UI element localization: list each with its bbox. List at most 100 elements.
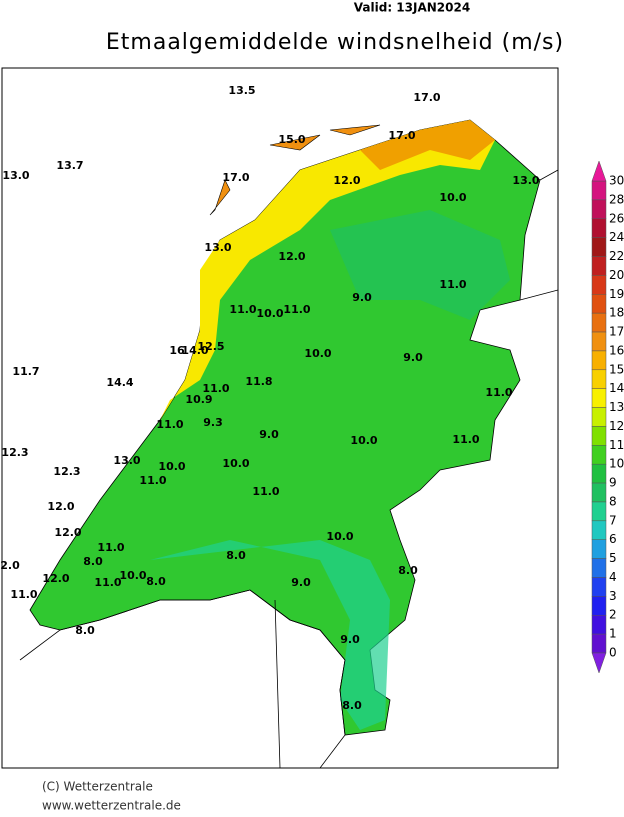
station-value: 14.0 (181, 344, 208, 357)
legend-label: 18 (609, 306, 624, 320)
station-value: 11.0 (252, 485, 279, 498)
station-value: 12.0 (333, 174, 360, 187)
legend-swatch (591, 407, 607, 427)
coast-orange (360, 120, 495, 170)
legend-label: 14 (609, 381, 624, 395)
legend-label: 12 (609, 419, 624, 433)
station-value: 11.0 (229, 303, 256, 316)
legend-label: 30 (609, 174, 624, 188)
station-value: 11.0 (485, 386, 512, 399)
valid-date: Valid: 13JAN2024 (354, 1, 470, 15)
legend-top-arrow (591, 160, 607, 182)
legend-swatch (591, 463, 607, 484)
title: Etmaalgemiddelde windsnelheid (m/s) (106, 30, 564, 55)
station-value: 11.0 (94, 576, 121, 589)
station-value: 9.0 (340, 633, 360, 646)
copyright: (C) Wetterzentrale (42, 780, 153, 794)
station-value: 11.0 (452, 433, 479, 446)
legend-swatch (591, 256, 607, 276)
station-value: 11.0 (156, 418, 183, 431)
station-value: 9.0 (403, 351, 423, 364)
legend-label: 24 (609, 230, 624, 244)
station-value: 17.0 (222, 171, 249, 184)
station-value: 11.0 (10, 588, 37, 601)
borders (19, 169, 559, 769)
station-value: 2.0 (0, 559, 20, 572)
station-value: 13.5 (228, 84, 255, 97)
legend-swatch (591, 558, 607, 578)
map (1, 67, 559, 769)
legend-label: 17 (609, 325, 624, 339)
legend-label: 3 (609, 589, 617, 603)
legend-swatch (591, 275, 607, 295)
station-value: 9.0 (259, 428, 279, 441)
station-value: 12.3 (1, 446, 28, 459)
legend-label: 20 (609, 268, 624, 282)
legend-label: 8 (609, 494, 617, 508)
station-value: 11.0 (97, 541, 124, 554)
legend-swatch (591, 482, 607, 503)
station-value: 17.0 (388, 129, 415, 142)
station-value: 10.0 (256, 307, 283, 320)
legend-swatch (591, 577, 607, 597)
station-value: 13.0 (2, 169, 29, 182)
legend-swatch (591, 388, 607, 408)
station-value: 12.0 (278, 250, 305, 263)
legend-label: 10 (609, 457, 624, 471)
legend-label: 16 (609, 343, 624, 357)
south-green (150, 540, 390, 730)
station-value: 13.0 (204, 241, 231, 254)
station-value: 9.0 (291, 576, 311, 589)
legend-swatch (591, 426, 607, 446)
legend-swatch (591, 350, 607, 371)
legend-label: 5 (609, 551, 617, 565)
legend-label: 7 (609, 513, 617, 527)
legend-label: 22 (609, 249, 624, 263)
station-value: 8.0 (146, 575, 166, 588)
legend-swatch (591, 180, 607, 201)
station-value: 13.0 (512, 174, 539, 187)
legend-swatch (591, 369, 607, 389)
inland-green (330, 210, 510, 320)
legend-bottom-arrow (591, 652, 607, 674)
station-value: 17.0 (413, 91, 440, 104)
station-value: 8.0 (75, 624, 95, 637)
station-value: 11.0 (139, 474, 166, 487)
legend-swatch (591, 633, 607, 654)
legend-label: 15 (609, 362, 624, 376)
station-value: 10.9 (185, 393, 212, 406)
station-value: 11.0 (283, 303, 310, 316)
wadden-islands (209, 124, 381, 216)
station-value: 11.0 (202, 382, 229, 395)
station-value: 8.0 (226, 549, 246, 562)
station-value: 8.0 (398, 564, 418, 577)
station-value: 10.0 (350, 434, 377, 447)
legend-swatch (591, 539, 607, 559)
station-value: 10.0 (439, 191, 466, 204)
station-value: 10.0 (326, 530, 353, 543)
legend-label: 13 (609, 400, 624, 414)
station-value: 10.0 (158, 460, 185, 473)
station-value: 12.0 (42, 572, 69, 585)
station-value: 13.0 (113, 454, 140, 467)
station-value: 14.4 (106, 376, 133, 389)
legend-label: 1 (609, 627, 617, 641)
legend-label: 28 (609, 192, 624, 206)
station-value: 8.0 (83, 555, 103, 568)
website: www.wetterzentrale.de (42, 799, 181, 813)
legend-swatch (591, 445, 607, 465)
station-value: 10.0 (119, 569, 146, 582)
station-value: 10.0 (222, 457, 249, 470)
station-value: 12.0 (54, 526, 81, 539)
legend-label: 19 (609, 287, 624, 301)
legend-label: 0 (609, 646, 617, 660)
station-value: 11.0 (439, 278, 466, 291)
legend-label: 2 (609, 608, 617, 622)
legend-label: 4 (609, 570, 617, 584)
legend-swatch (591, 312, 607, 333)
legend-swatch (591, 218, 607, 238)
station-value: 9.3 (203, 416, 223, 429)
legend-swatch (591, 520, 607, 540)
station-value: 8.0 (342, 699, 362, 712)
station-value: 16 (169, 344, 185, 357)
